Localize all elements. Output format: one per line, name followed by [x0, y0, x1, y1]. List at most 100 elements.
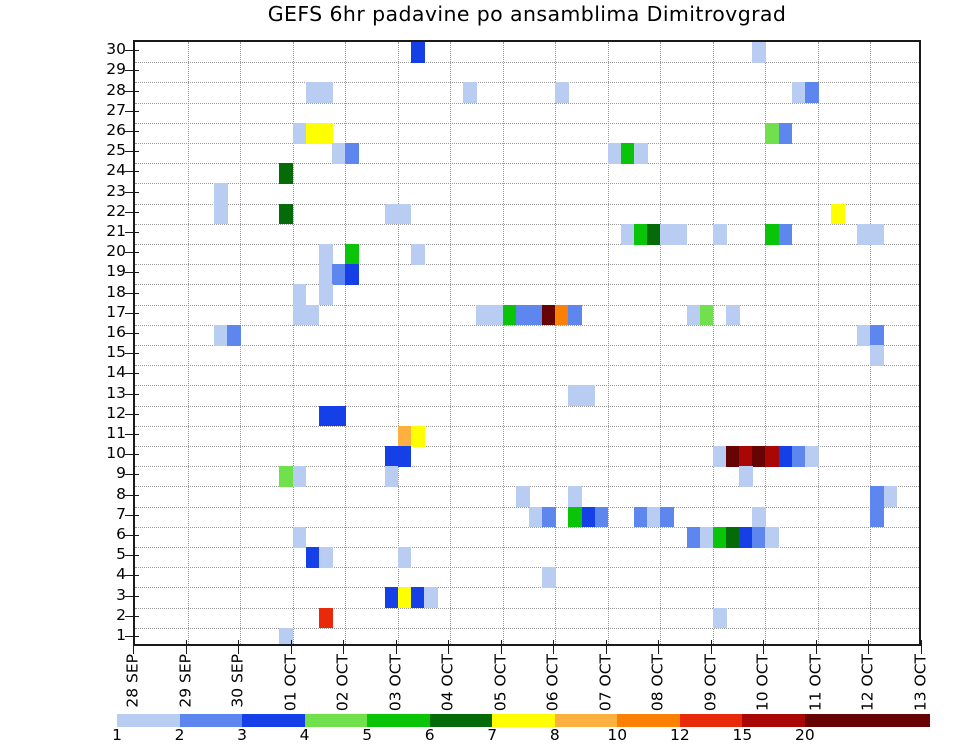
heatmap-cell	[857, 324, 872, 346]
vertical-gridline	[712, 42, 714, 644]
y-axis-tick-label: 7	[116, 504, 126, 523]
y-axis-tick-mark	[125, 110, 139, 112]
horizontal-gridline	[135, 82, 919, 84]
y-axis-tick-label: 30	[106, 40, 126, 59]
colorbar-segment	[679, 714, 743, 727]
x-axis-tick-label-text: 03 OCT	[385, 654, 404, 712]
heatmap-cell	[292, 466, 307, 487]
heatmap-cell	[870, 506, 885, 528]
x-axis-tick-label-text: 29 SEP	[175, 654, 194, 708]
heatmap-cell	[870, 324, 885, 346]
heatmap-cell	[292, 284, 307, 306]
horizontal-gridline	[135, 163, 919, 165]
heatmap-cell	[489, 304, 504, 326]
heatmap-cell	[765, 122, 780, 144]
x-axis-tick-mark	[185, 640, 187, 654]
x-axis-tick-mark	[658, 640, 660, 654]
heatmap-cell	[318, 264, 333, 285]
colorbar-tick-label: 6	[424, 726, 435, 744]
y-axis-tick-mark	[125, 90, 139, 92]
heatmap-cell	[752, 42, 766, 63]
colorbar-tick-label: 8	[549, 726, 560, 744]
horizontal-gridline	[135, 587, 919, 589]
heatmap-cell	[410, 587, 425, 609]
horizontal-gridline	[135, 567, 919, 569]
x-axis-tick-mark	[710, 640, 712, 654]
y-axis-tick-mark	[125, 474, 139, 476]
heatmap-cell	[410, 42, 425, 63]
heatmap-cell	[804, 82, 819, 104]
y-axis-tick-label: 12	[106, 403, 126, 422]
heatmap-cell	[712, 223, 727, 245]
heatmap-cell	[739, 466, 753, 487]
heatmap-cell	[620, 223, 635, 245]
heatmap-cell	[699, 526, 714, 548]
y-axis-tick-label: 25	[106, 141, 126, 160]
horizontal-gridline	[135, 345, 919, 346]
heatmap-cell	[397, 203, 412, 225]
y-axis-tick-mark	[125, 615, 139, 617]
x-axis-tick-mark	[133, 640, 134, 654]
vertical-gridline	[607, 42, 609, 644]
colorbar	[117, 714, 930, 727]
heatmap-cell	[318, 405, 333, 427]
heatmap-cell	[345, 244, 359, 265]
heatmap-cell	[305, 82, 320, 104]
heatmap-cell	[279, 163, 294, 184]
heatmap-cell	[857, 223, 872, 245]
heatmap-cell	[515, 304, 530, 326]
colorbar-segment	[804, 714, 930, 727]
heatmap-cell	[397, 587, 412, 609]
y-axis-tick-label: 5	[116, 545, 126, 564]
heatmap-cell	[423, 587, 438, 609]
y-axis-tick-mark	[125, 312, 139, 314]
colorbar-tick-label: 12	[669, 726, 690, 744]
heatmap-cell	[318, 547, 333, 568]
heatmap-cell	[726, 304, 740, 326]
heatmap-cell	[502, 304, 517, 326]
heatmap-cell	[765, 446, 780, 467]
heatmap-cell	[213, 203, 228, 225]
heatmap-cell	[332, 405, 346, 427]
heatmap-cell	[712, 446, 727, 467]
heatmap-cell	[384, 466, 399, 487]
y-axis-tick-mark	[125, 191, 139, 193]
vertical-gridline	[660, 42, 662, 644]
colorbar-tick-label: 5	[362, 726, 373, 744]
x-axis-tick-mark	[238, 640, 240, 654]
y-axis-labels: 1 2 3 4 5 6 7 8 9 10 11 12 13 14 15 16 17 18 19 20 21 22 23 24 2…	[96, 0, 126, 742]
heatmap-cell	[778, 122, 793, 144]
heatmap-cell	[581, 506, 596, 528]
vertical-gridline	[765, 42, 767, 644]
y-axis-tick-mark	[125, 272, 139, 274]
y-axis-tick-mark	[125, 494, 139, 496]
heatmap-cell	[279, 203, 294, 225]
y-axis-tick-mark	[125, 292, 139, 294]
y-axis-tick-label: 17	[106, 302, 126, 321]
y-axis-tick-label: 13	[106, 383, 126, 402]
heatmap-cell	[568, 506, 583, 528]
x-axis-tick-mark	[815, 640, 817, 654]
horizontal-gridline	[135, 385, 919, 387]
heatmap-cell	[883, 486, 898, 508]
x-axis-tick-mark	[553, 640, 555, 654]
heatmap-cell	[568, 385, 583, 407]
heatmap-cell	[712, 526, 727, 548]
y-axis-tick-mark	[125, 353, 139, 355]
heatmap-cell	[726, 526, 740, 548]
heatmap-cell	[305, 122, 320, 144]
heatmap-cells	[135, 42, 919, 644]
y-axis-tick-mark	[125, 413, 139, 415]
heatmap-plot-area[interactable]	[133, 40, 921, 646]
colorbar-segment	[304, 714, 368, 727]
horizontal-gridline	[135, 365, 919, 367]
horizontal-gridline	[135, 223, 919, 225]
heatmap-cell	[292, 122, 307, 144]
heatmap-cell	[515, 486, 530, 508]
heatmap-cell	[384, 446, 399, 467]
x-axis-tick-mark	[500, 640, 502, 654]
heatmap-cell	[634, 506, 648, 528]
vertical-gridline	[397, 42, 399, 644]
heatmap-cell	[686, 304, 701, 326]
